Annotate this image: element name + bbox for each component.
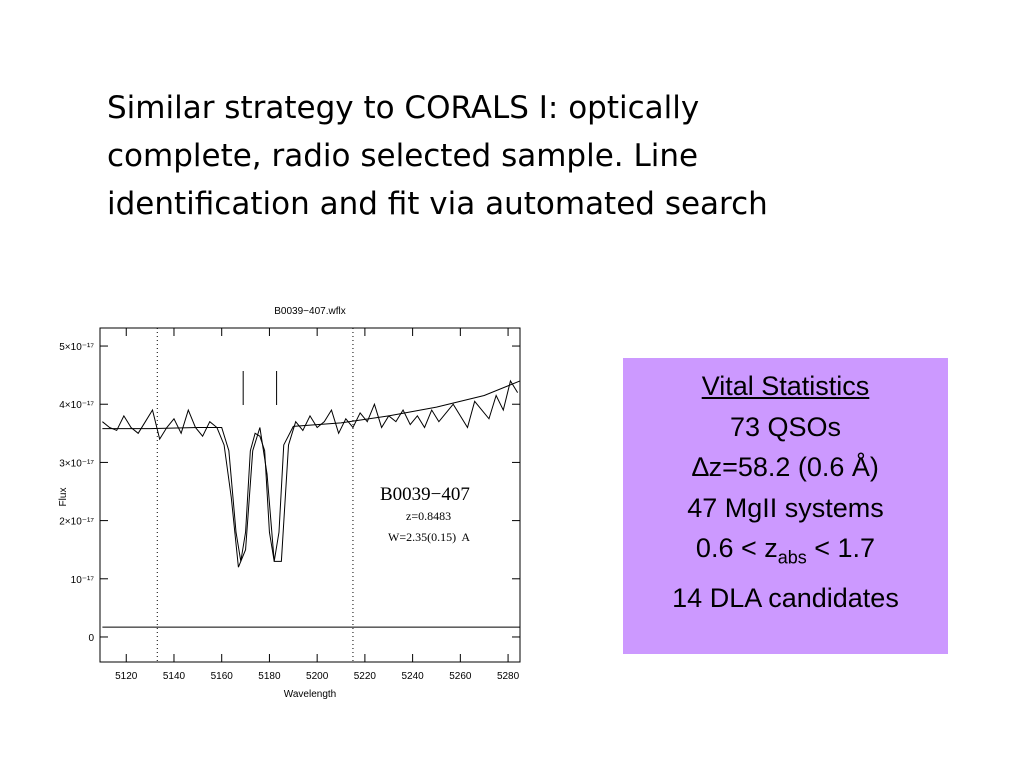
stats-title: Vital Statistics	[701, 371, 870, 401]
plot-frame	[99, 327, 521, 663]
data-line	[102, 380, 521, 562]
x-tick-label: 5280	[497, 671, 520, 682]
data-line	[102, 379, 519, 568]
x-tick-label: 5260	[449, 671, 472, 682]
stats-line: 47 MgII systems	[687, 492, 884, 523]
y-tick-label: 0	[88, 633, 94, 644]
y-tick-label: 2×10⁻¹⁷	[59, 517, 94, 528]
stats-line: 14 DLA candidates	[672, 582, 899, 613]
y-label: Flux	[58, 488, 69, 507]
stats-text: 0.6 < z	[695, 533, 778, 563]
annotation: W=2.35(0.15) A	[388, 530, 470, 544]
stats-sub: abs	[777, 547, 807, 568]
y-tick-label: 4×10⁻¹⁷	[59, 400, 94, 411]
stats-line: ∆z=58.2 (0.6 Å)	[692, 452, 879, 482]
text-line: identification and fit via automated sea…	[107, 186, 768, 222]
x-tick-label: 5120	[115, 671, 138, 682]
x-tick-label: 5220	[354, 671, 377, 682]
y-tick-label: 3×10⁻¹⁷	[59, 458, 94, 469]
y-tick-label: 10⁻¹⁷	[71, 575, 95, 586]
stats-text: < 1.7	[806, 533, 876, 563]
annotation: B0039−407	[380, 484, 470, 505]
x-tick-label: 5160	[211, 671, 234, 682]
x-tick-label: 5140	[163, 671, 186, 682]
text-line: complete, radio selected sample. Line	[107, 138, 699, 174]
text-line: Similar strategy to CORALS I: optically	[107, 90, 700, 126]
x-tick-label: 5240	[401, 671, 424, 682]
stats-line: 0.6 < zabs < 1.7	[623, 528, 948, 578]
x-label: Wavelength	[284, 689, 336, 700]
y-tick-label: 5×10⁻¹⁷	[59, 342, 94, 353]
x-tick-label: 5180	[258, 671, 281, 682]
stats-box: Vital Statistics 73 QSOs ∆z=58.2 (0.6 Å)…	[623, 358, 948, 654]
annotation: z=0.8483	[406, 509, 451, 523]
stats-line: 73 QSOs	[729, 411, 842, 442]
paragraph: Similar strategy to CORALS I: optically …	[107, 84, 768, 228]
x-tick-label: 5200	[306, 671, 329, 682]
chart-title: B0039−407.wflx	[274, 306, 345, 317]
